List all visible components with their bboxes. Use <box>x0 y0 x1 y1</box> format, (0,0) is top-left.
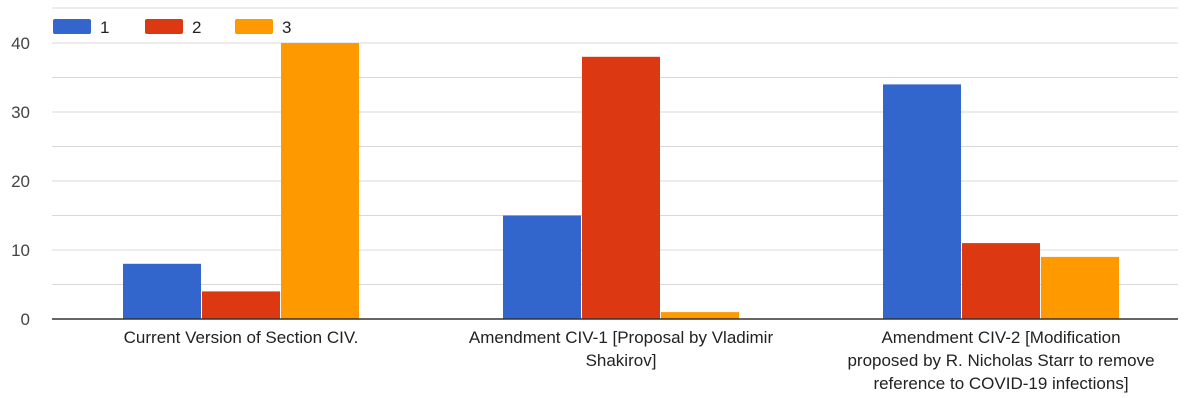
legend-item-1[interactable]: 1 <box>53 18 109 37</box>
x-category-label: reference to COVID-19 infections] <box>873 374 1128 393</box>
bar-series-1-category-1 <box>123 263 201 319</box>
x-category-label: proposed by R. Nicholas Starr to remove <box>847 351 1154 370</box>
legend-label: 2 <box>192 18 201 37</box>
legend-label: 3 <box>282 18 291 37</box>
bar-series-1-category-3 <box>883 84 961 320</box>
bar-series-2-category-2 <box>582 56 660 320</box>
y-tick-label: 40 <box>11 34 30 53</box>
bar-series-3-category-2 <box>661 312 739 319</box>
y-tick-label: 20 <box>11 172 30 191</box>
bar-series-3-category-1 <box>281 43 359 319</box>
bars <box>123 43 1119 320</box>
legend-item-2[interactable]: 2 <box>145 18 201 37</box>
y-tick-label: 30 <box>11 103 30 122</box>
x-category-label: Shakirov] <box>586 351 657 370</box>
y-tick-label: 0 <box>21 310 30 329</box>
bar-series-2-category-3 <box>962 243 1040 319</box>
y-axis-ticks: 0 10 20 30 40 <box>11 34 30 329</box>
bar-series-3-category-3 <box>1041 256 1119 319</box>
x-axis-category-labels: Current Version of Section CIV. Amendment… <box>124 328 1155 393</box>
legend-swatch <box>235 19 273 34</box>
legend-item-3[interactable]: 3 <box>235 18 291 37</box>
x-category-label: Amendment CIV-2 [Modification <box>881 328 1120 347</box>
x-category-label: Current Version of Section CIV. <box>124 328 359 347</box>
x-category-label: Amendment CIV-1 [Proposal by Vladimir <box>469 328 774 347</box>
bar-series-2-category-1 <box>202 291 280 319</box>
y-tick-label: 10 <box>11 241 30 260</box>
legend-swatch <box>53 19 91 34</box>
bar-series-1-category-2 <box>503 215 581 319</box>
legend-swatch <box>145 19 183 34</box>
legend-label: 1 <box>100 18 109 37</box>
legend[interactable]: 1 2 3 <box>53 18 291 37</box>
